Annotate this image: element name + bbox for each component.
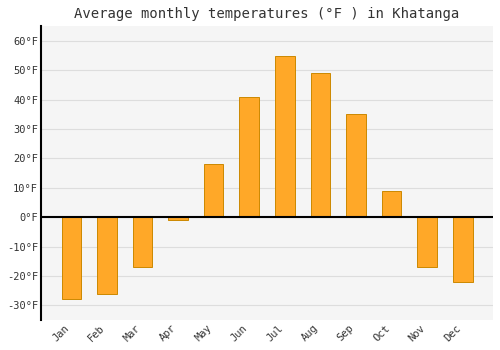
- Bar: [97, 217, 116, 294]
- Bar: [132, 217, 152, 267]
- Bar: [204, 164, 224, 217]
- Bar: [382, 191, 402, 217]
- Bar: [62, 217, 81, 299]
- Bar: [346, 114, 366, 217]
- Bar: [240, 97, 259, 217]
- Bar: [310, 73, 330, 217]
- Title: Average monthly temperatures (°F ) in Khatanga: Average monthly temperatures (°F ) in Kh…: [74, 7, 460, 21]
- Bar: [453, 217, 472, 282]
- Bar: [168, 217, 188, 220]
- Bar: [418, 217, 437, 267]
- Bar: [275, 56, 294, 217]
